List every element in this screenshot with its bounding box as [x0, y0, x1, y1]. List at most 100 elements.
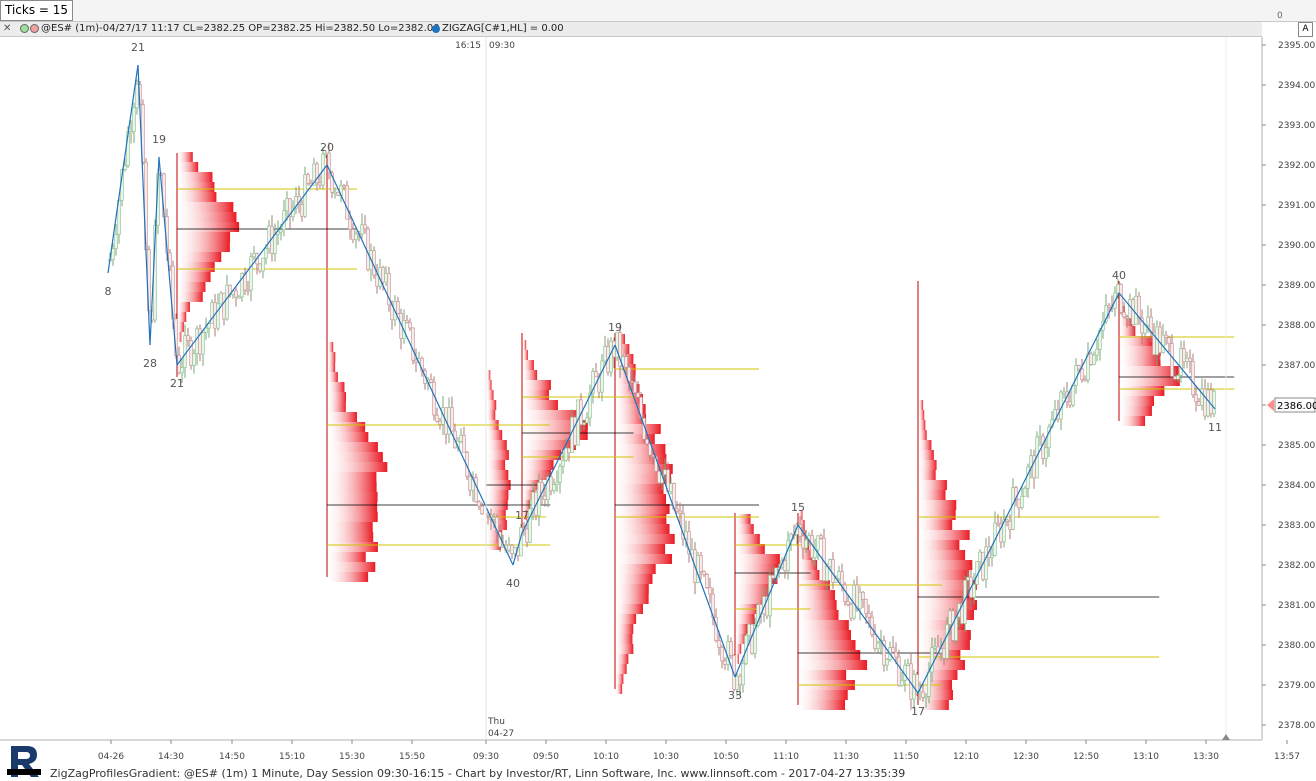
profile-bar	[178, 242, 230, 252]
y-tick-label: 2385.00	[1278, 441, 1315, 451]
candle-body	[588, 392, 592, 419]
candle-body	[729, 641, 733, 656]
candle-body	[657, 471, 661, 484]
candle-body	[1122, 312, 1126, 318]
red-dot-icon[interactable]	[30, 24, 39, 33]
candle-body	[591, 371, 595, 394]
green-dot-icon[interactable]	[20, 24, 29, 33]
candle-body	[285, 198, 289, 212]
profile-bar	[523, 450, 562, 460]
candle-body	[735, 675, 739, 690]
candle-body	[678, 510, 682, 514]
profile-bar	[919, 400, 924, 410]
candle-body	[360, 224, 364, 235]
profile-bar	[616, 374, 636, 384]
candle-body	[1092, 354, 1096, 365]
candle-body	[831, 559, 835, 583]
candle-body	[732, 655, 736, 690]
profile-bar	[799, 520, 805, 530]
profile-bar	[736, 524, 754, 534]
zigzag-swing-label: 8	[105, 285, 112, 298]
candle-body	[1011, 487, 1015, 530]
profile-bar	[616, 504, 670, 514]
profile-bar	[799, 600, 837, 610]
profile-bar	[736, 554, 780, 564]
x-tick-label: 12:30	[1013, 752, 1039, 762]
profile-bar	[328, 422, 366, 432]
profile-bar	[799, 650, 861, 660]
profile-bar	[616, 634, 633, 644]
profile-bar	[736, 534, 760, 544]
candle-body	[681, 512, 685, 540]
profile-bar	[919, 560, 973, 570]
profile-bar	[919, 700, 949, 710]
candle-body	[900, 679, 904, 686]
candle-body	[876, 642, 880, 650]
candle-body	[648, 443, 652, 456]
candle-body	[288, 198, 292, 218]
candle-body	[1194, 394, 1198, 402]
profile-bar	[1120, 366, 1179, 376]
profile-bar	[487, 530, 503, 540]
profile-bar	[523, 440, 576, 450]
candle-body	[111, 248, 115, 260]
profile-bar	[799, 510, 803, 520]
profile-bar	[616, 444, 666, 454]
profile-bar	[328, 392, 347, 402]
time-cursor-marker	[1222, 734, 1230, 740]
profile-bar	[523, 430, 588, 440]
zigzag-indicator-icon[interactable]	[432, 25, 440, 33]
profile-bar	[178, 292, 203, 302]
profile-bar	[523, 360, 534, 370]
profile-bar	[487, 440, 507, 450]
profile-bar	[328, 572, 369, 582]
zigzag-swing-label: 19	[152, 133, 166, 146]
candle-body	[723, 660, 727, 665]
zigzag-indicator-label[interactable]: ZIGZAG[C#1,HL] = 0.00	[442, 23, 564, 34]
x-tick-label: 14:30	[158, 752, 184, 762]
autoscale-button[interactable]: A	[1298, 22, 1313, 37]
profile-bar	[1120, 346, 1161, 356]
profile-bar	[523, 400, 558, 410]
candle-body	[1095, 349, 1099, 356]
candle-body	[783, 560, 787, 572]
zigzag-segment	[734, 524, 799, 678]
candle-body	[1197, 401, 1201, 406]
candle-body	[882, 640, 886, 666]
profile-bar	[1120, 396, 1155, 406]
candle-body	[492, 516, 496, 520]
profile-bar	[919, 660, 965, 670]
profile-bar	[178, 332, 182, 342]
candle-body	[192, 353, 196, 366]
profile-bar	[919, 670, 958, 680]
candle-body	[567, 447, 571, 453]
zigzag-segment	[797, 524, 919, 694]
candle-body	[1131, 299, 1135, 325]
candle-body	[870, 616, 874, 635]
profile-bar	[616, 624, 634, 634]
profile-bar	[919, 630, 971, 640]
candle-body	[366, 228, 370, 271]
toggle-icons[interactable]	[20, 24, 40, 38]
profile-bar	[919, 440, 932, 450]
ticks-label[interactable]: Ticks = 15	[0, 0, 74, 21]
candle-body	[249, 256, 253, 291]
profile-bar	[178, 162, 199, 172]
close-icon[interactable]: ✕	[3, 23, 12, 34]
candle-body	[1077, 365, 1081, 370]
x-tick-label: 10:50	[713, 752, 739, 762]
candle-body	[747, 624, 751, 636]
candle-body	[594, 371, 598, 378]
profile-bar	[919, 540, 960, 550]
profile-bar	[328, 522, 373, 532]
candle-body	[1089, 353, 1093, 365]
candle-body	[273, 234, 277, 254]
candle-body	[237, 296, 241, 299]
profile-bar	[178, 252, 222, 262]
x-tick-label: 15:10	[279, 752, 305, 762]
candle-body	[195, 328, 199, 355]
candle-body	[219, 292, 223, 305]
candle-body	[669, 483, 673, 492]
profile-bar	[1120, 386, 1165, 396]
